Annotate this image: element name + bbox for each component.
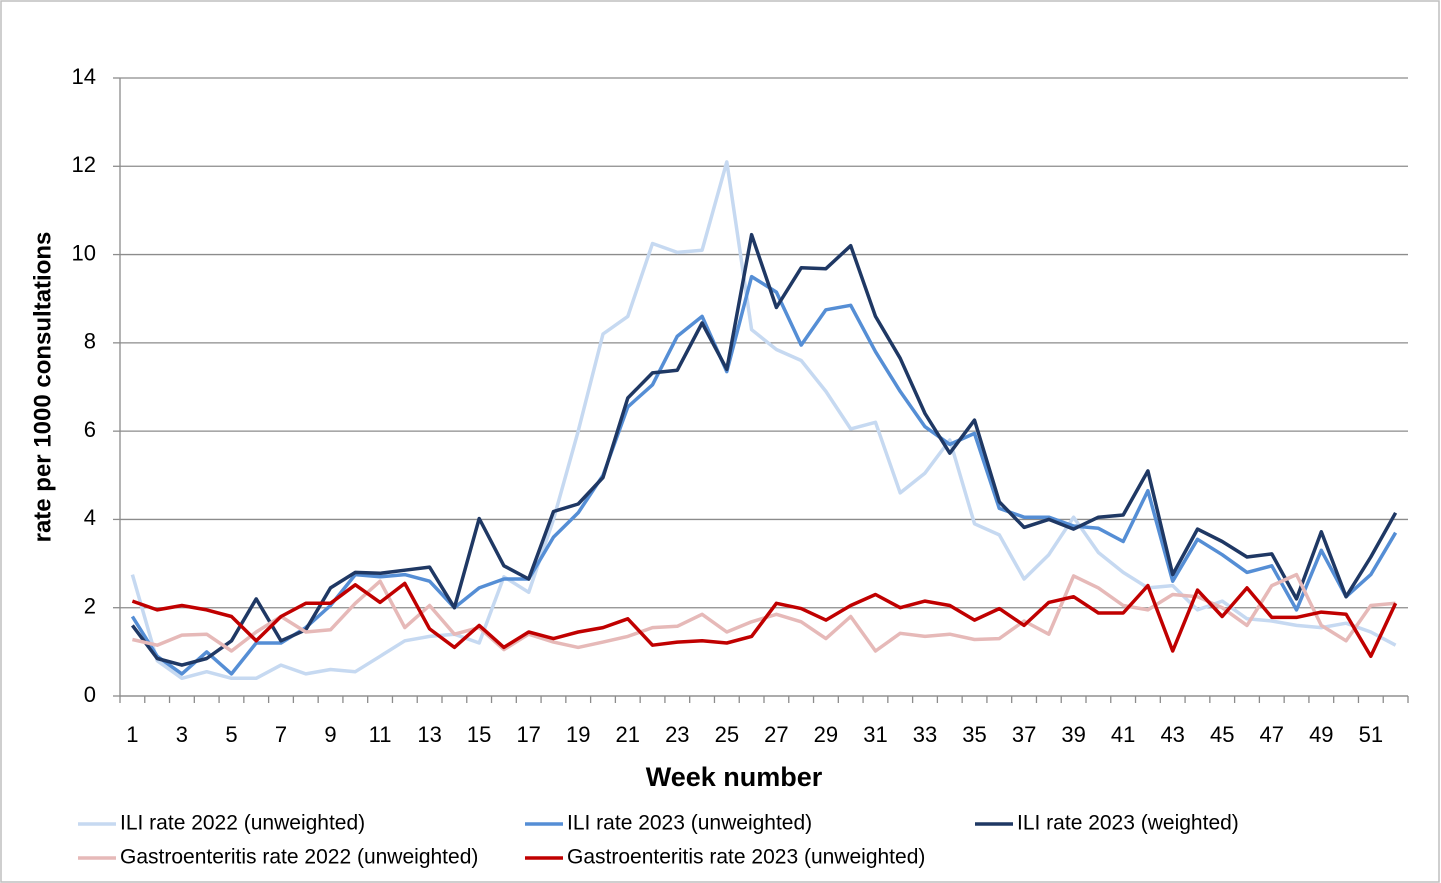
y-tick-label: 12: [72, 152, 96, 177]
series-line: [130, 274, 1398, 676]
x-tick-label: 17: [516, 722, 540, 747]
x-tick-label: 1: [126, 722, 138, 747]
y-tick-label: 0: [84, 682, 96, 707]
x-tick-label: 51: [1359, 722, 1383, 747]
x-tick-label: 41: [1111, 722, 1135, 747]
y-tick-label: 8: [84, 329, 96, 354]
y-axis-label: rate per 1000 consultations: [29, 232, 56, 543]
x-tick-label: 39: [1061, 722, 1085, 747]
x-tick-label: 13: [417, 722, 441, 747]
x-tick-label: 47: [1260, 722, 1284, 747]
legend-label: ILI rate 2023 (weighted): [1017, 812, 1239, 835]
y-tick-label: 14: [72, 64, 96, 89]
series-line: [130, 160, 1397, 681]
x-tick-label: 3: [176, 722, 188, 747]
x-tick-label: 37: [1012, 722, 1036, 747]
x-tick-label: 49: [1309, 722, 1333, 747]
x-tick-label: 33: [913, 722, 937, 747]
x-tick-label: 31: [863, 722, 887, 747]
y-tick-label: 2: [84, 594, 96, 619]
y-tick-label: 6: [84, 417, 96, 442]
x-tick-label: 35: [962, 722, 986, 747]
x-tick-label: 9: [324, 722, 336, 747]
x-tick-label: 21: [616, 722, 640, 747]
x-tick-label: 27: [764, 722, 788, 747]
series-line: [131, 581, 1398, 659]
x-tick-label: 15: [467, 722, 491, 747]
y-tick-label: 10: [72, 240, 96, 265]
x-tick-label: 5: [225, 722, 237, 747]
y-tick-label: 4: [84, 505, 96, 530]
x-axis-label: Week number: [646, 762, 823, 792]
legend-label: Gastroenteritis rate 2023 (unweighted): [567, 846, 925, 869]
x-tick-label: 43: [1160, 722, 1184, 747]
legend-label: ILI rate 2022 (unweighted): [120, 812, 365, 835]
legend-label: ILI rate 2023 (unweighted): [567, 812, 812, 835]
x-tick-label: 25: [715, 722, 739, 747]
x-tick-label: 29: [814, 722, 838, 747]
x-tick-label: 19: [566, 722, 590, 747]
series-line: [130, 232, 1398, 667]
x-tick-label: 23: [665, 722, 689, 747]
x-tick-label: 11: [369, 722, 392, 747]
legend-label: Gastroenteritis rate 2022 (unweighted): [120, 846, 478, 869]
x-tick-label: 7: [275, 722, 287, 747]
x-tick-label: 45: [1210, 722, 1234, 747]
